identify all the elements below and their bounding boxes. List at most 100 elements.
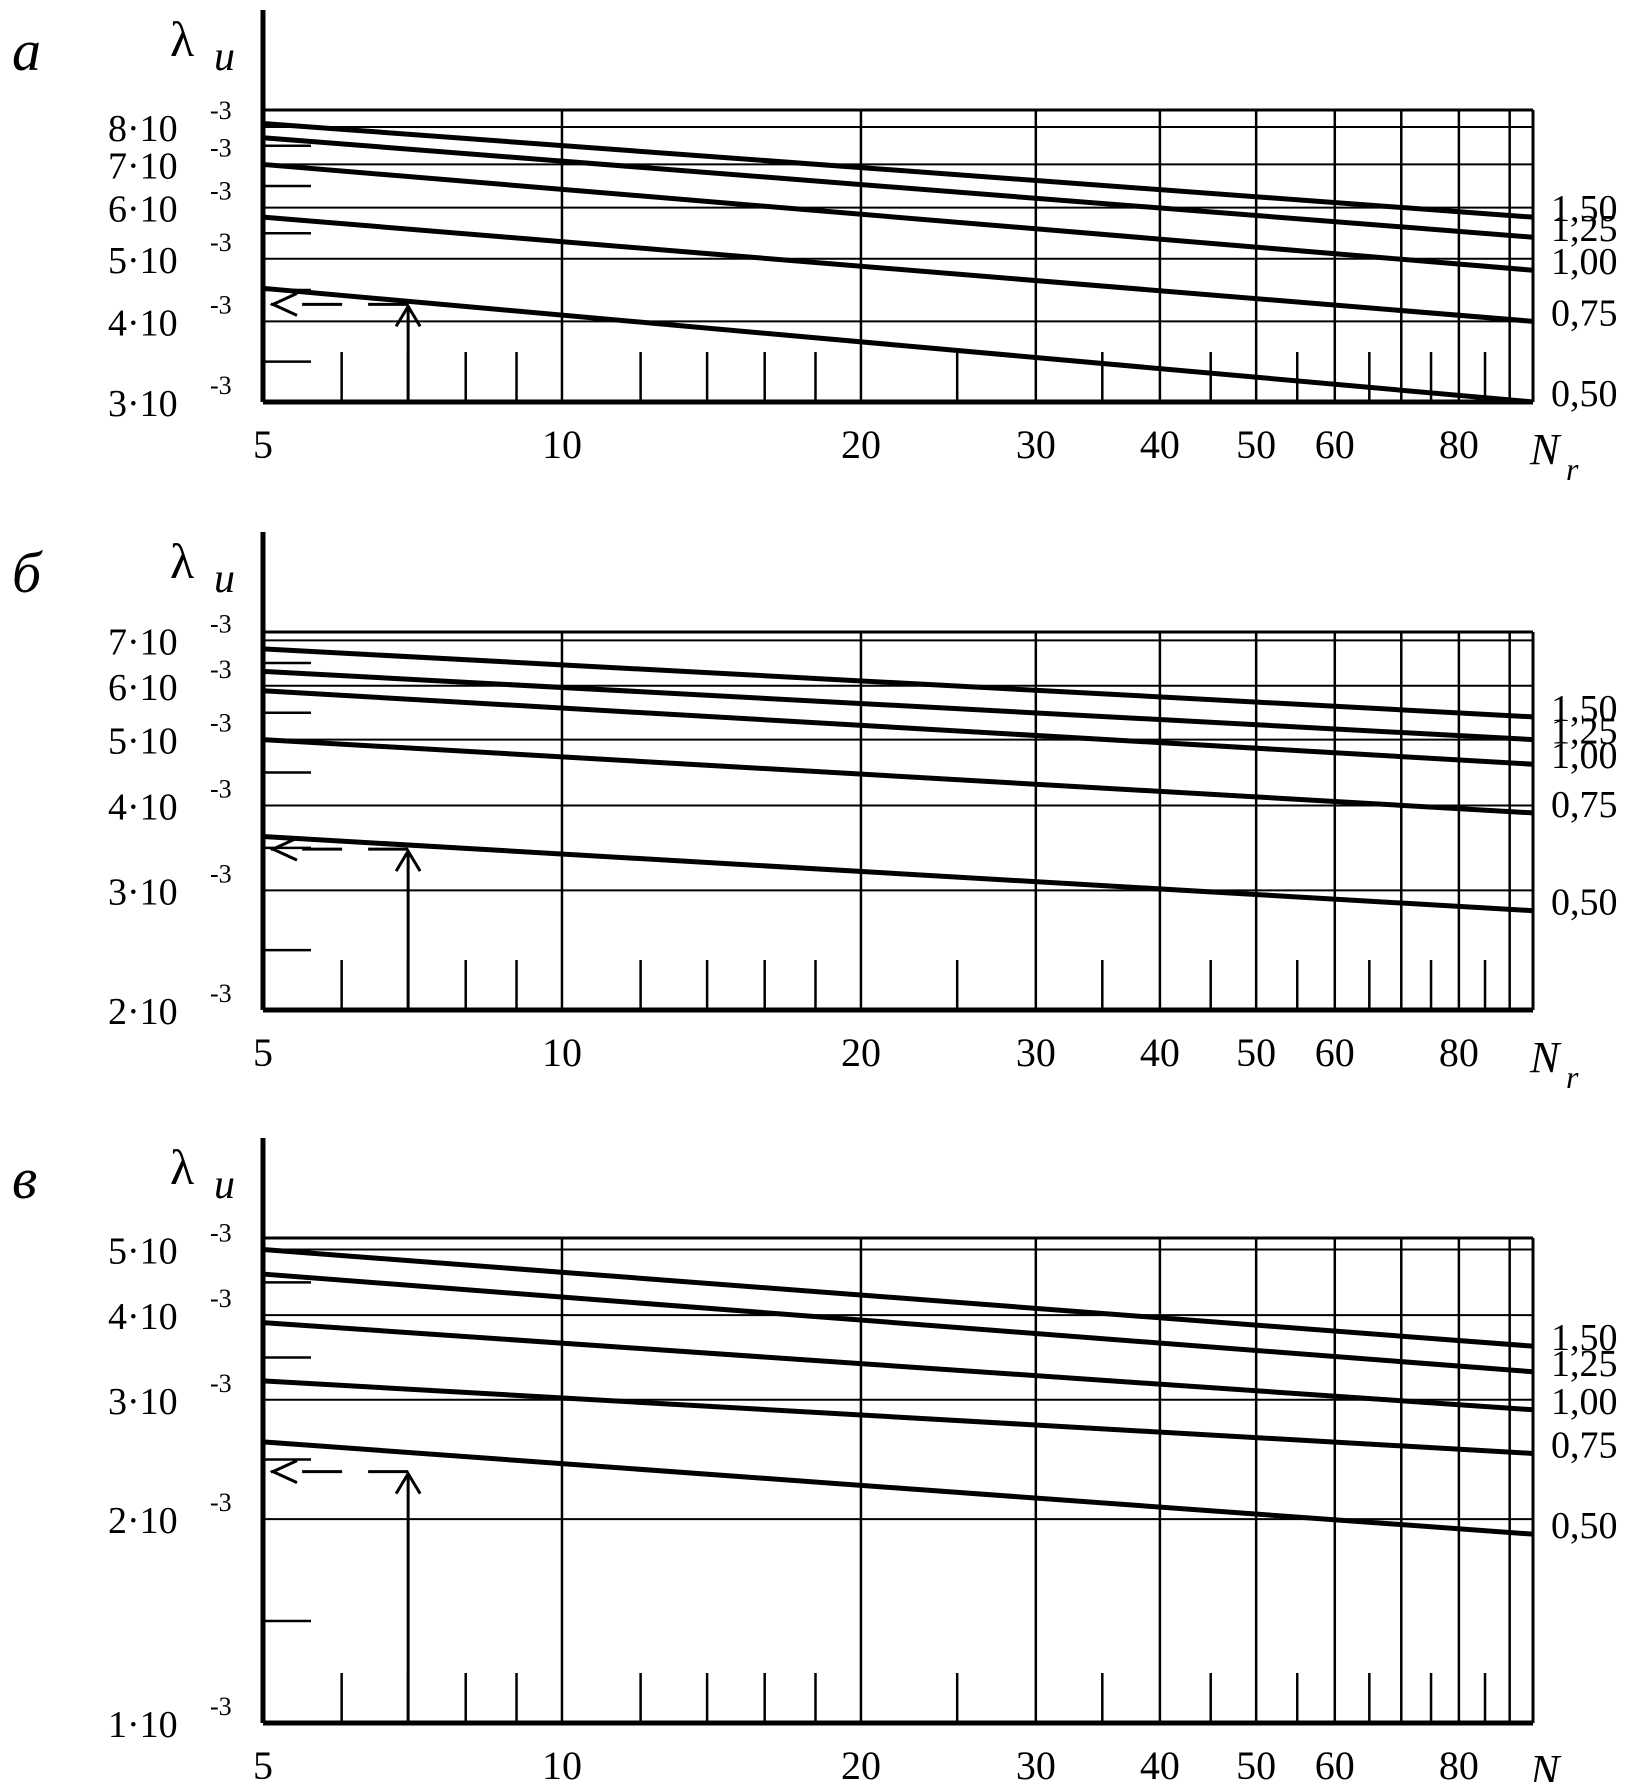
series-line-3 — [262, 737, 1534, 816]
panel-letter: в — [12, 1146, 37, 1211]
x-tick-label: 50 — [1236, 1030, 1276, 1075]
y-tick-exponent: -3 — [210, 709, 232, 738]
y-axis-label-subscript: u — [214, 34, 235, 80]
x-tick-label: 40 — [1140, 1743, 1180, 1782]
y-tick-label: 3·10 — [108, 383, 178, 425]
x-tick-label: 5 — [253, 1743, 273, 1782]
x-tick-label: 20 — [841, 422, 881, 467]
series-line-2 — [262, 161, 1534, 273]
series-label-1: 1,25 — [1551, 208, 1618, 250]
x-tick-label: 80 — [1439, 422, 1479, 467]
series-line-2 — [262, 688, 1534, 767]
y-tick-exponent: -3 — [210, 290, 232, 319]
y-tick-label: 6·10 — [108, 667, 178, 709]
y-tick-label: 5·10 — [108, 721, 178, 763]
x-tick-label: 60 — [1315, 422, 1355, 467]
y-axis-label: λ — [170, 11, 194, 67]
chart-panel-1: 1,501,251,00 0,75 0,50 3·10 -3 4·10 -3 5·10 -3 6·… — [12, 10, 1618, 487]
series-line-4 — [262, 1439, 1534, 1537]
y-tick-label: 5·10 — [108, 1231, 178, 1273]
x-tick-label: 30 — [1016, 422, 1056, 467]
series-label-4: 0,50 — [1551, 373, 1618, 415]
y-tick-exponent: -3 — [210, 979, 232, 1008]
x-tick-label: 30 — [1016, 1743, 1056, 1782]
x-axis-label-subscript: r — [1566, 451, 1579, 487]
series-line-3 — [262, 1378, 1534, 1456]
x-tick-label: 40 — [1140, 1030, 1180, 1075]
series-label-2: 1,00 — [1551, 1381, 1618, 1423]
y-tick-exponent: -3 — [210, 655, 232, 684]
series-label-1: 1,25 — [1551, 1343, 1618, 1385]
y-tick-exponent: -3 — [210, 1284, 232, 1313]
y-tick-exponent: -3 — [210, 1488, 232, 1517]
x-axis-label: N — [1529, 1033, 1562, 1082]
y-tick-label: 7·10 — [108, 145, 178, 187]
x-tick-label: 20 — [841, 1743, 881, 1782]
x-tick-label: 20 — [841, 1030, 881, 1075]
y-tick-label: 5·10 — [108, 240, 178, 282]
x-tick-label: 5 — [253, 1030, 273, 1075]
y-tick-exponent: -3 — [210, 228, 232, 257]
panel-letter: б — [12, 540, 43, 605]
x-tick-label: 10 — [542, 422, 582, 467]
y-tick-label: 4·10 — [108, 786, 178, 828]
y-tick-exponent: -3 — [210, 609, 232, 638]
y-tick-label: 6·10 — [108, 189, 178, 231]
series-label-3: 0,75 — [1551, 292, 1618, 334]
annotation-arrowhead-left — [269, 1459, 298, 1485]
x-tick-label: 40 — [1140, 422, 1180, 467]
series-line-0 — [262, 646, 1534, 720]
y-tick-label: 4·10 — [108, 1296, 178, 1338]
x-axis-label: N — [1529, 425, 1562, 474]
annotation-arrowhead-up — [394, 303, 422, 328]
y-tick-label: 2·10 — [108, 1500, 178, 1542]
x-tick-label: 80 — [1439, 1743, 1479, 1782]
annotation-arrowhead-left — [269, 291, 298, 317]
x-tick-label: 50 — [1236, 422, 1276, 467]
series-label-0: 1,50 — [1551, 188, 1618, 230]
series-line-1 — [262, 1271, 1534, 1375]
y-axis-label: λ — [170, 533, 194, 589]
y-axis-label-subscript: u — [214, 1162, 235, 1208]
annotation-arrowhead-up — [394, 1470, 422, 1495]
x-axis-label-subscript: r — [1566, 1772, 1579, 1782]
series-line-1 — [262, 668, 1534, 743]
series-line-0 — [262, 1247, 1534, 1349]
series-line-4 — [262, 834, 1534, 914]
x-axis-label-subscript: r — [1566, 1059, 1579, 1095]
series-label-2: 1,00 — [1551, 241, 1618, 283]
x-tick-label: 80 — [1439, 1030, 1479, 1075]
y-tick-label: 4·10 — [108, 302, 178, 344]
series-line-1 — [262, 135, 1534, 240]
series-label-3: 0,75 — [1551, 784, 1618, 826]
y-axis-label: λ — [170, 1139, 194, 1195]
chart-panel-3: 1,501,251,000,75 0,50 1·10 -3 2·10 -3 3·10 -3 4·… — [12, 1138, 1618, 1782]
y-tick-exponent: -3 — [210, 177, 232, 206]
series-label-0: 1,50 — [1551, 1317, 1618, 1359]
y-tick-exponent: -3 — [210, 96, 232, 125]
y-tick-exponent: -3 — [210, 1369, 232, 1398]
series-label-1: 1,25 — [1551, 711, 1618, 753]
x-tick-label: 60 — [1315, 1743, 1355, 1782]
series-line-4 — [262, 285, 1534, 405]
y-tick-exponent: -3 — [210, 1692, 232, 1721]
series-label-4: 0,50 — [1551, 1505, 1618, 1547]
y-tick-exponent: -3 — [210, 774, 232, 803]
y-tick-label: 3·10 — [108, 1381, 178, 1423]
series-line-2 — [262, 1320, 1534, 1413]
y-tick-exponent: -3 — [210, 859, 232, 888]
x-tick-label: 10 — [542, 1030, 582, 1075]
y-tick-exponent: -3 — [210, 133, 232, 162]
y-tick-label: 3·10 — [108, 871, 178, 913]
annotation-arrowhead-left — [269, 836, 298, 862]
chart-panel-2: 1,501,251,00 0,75 0,50 2·10 -3 3·10 -3 4·10 -3 5·… — [12, 532, 1618, 1095]
annotation-arrowhead-up — [394, 848, 422, 872]
series-label-4: 0,50 — [1551, 882, 1618, 924]
x-axis-label: N — [1529, 1746, 1562, 1782]
y-tick-label: 1·10 — [108, 1704, 178, 1746]
y-axis-label-subscript: u — [214, 556, 235, 602]
series-line-0 — [262, 121, 1534, 220]
y-tick-label: 7·10 — [108, 621, 178, 663]
x-tick-label: 10 — [542, 1743, 582, 1782]
